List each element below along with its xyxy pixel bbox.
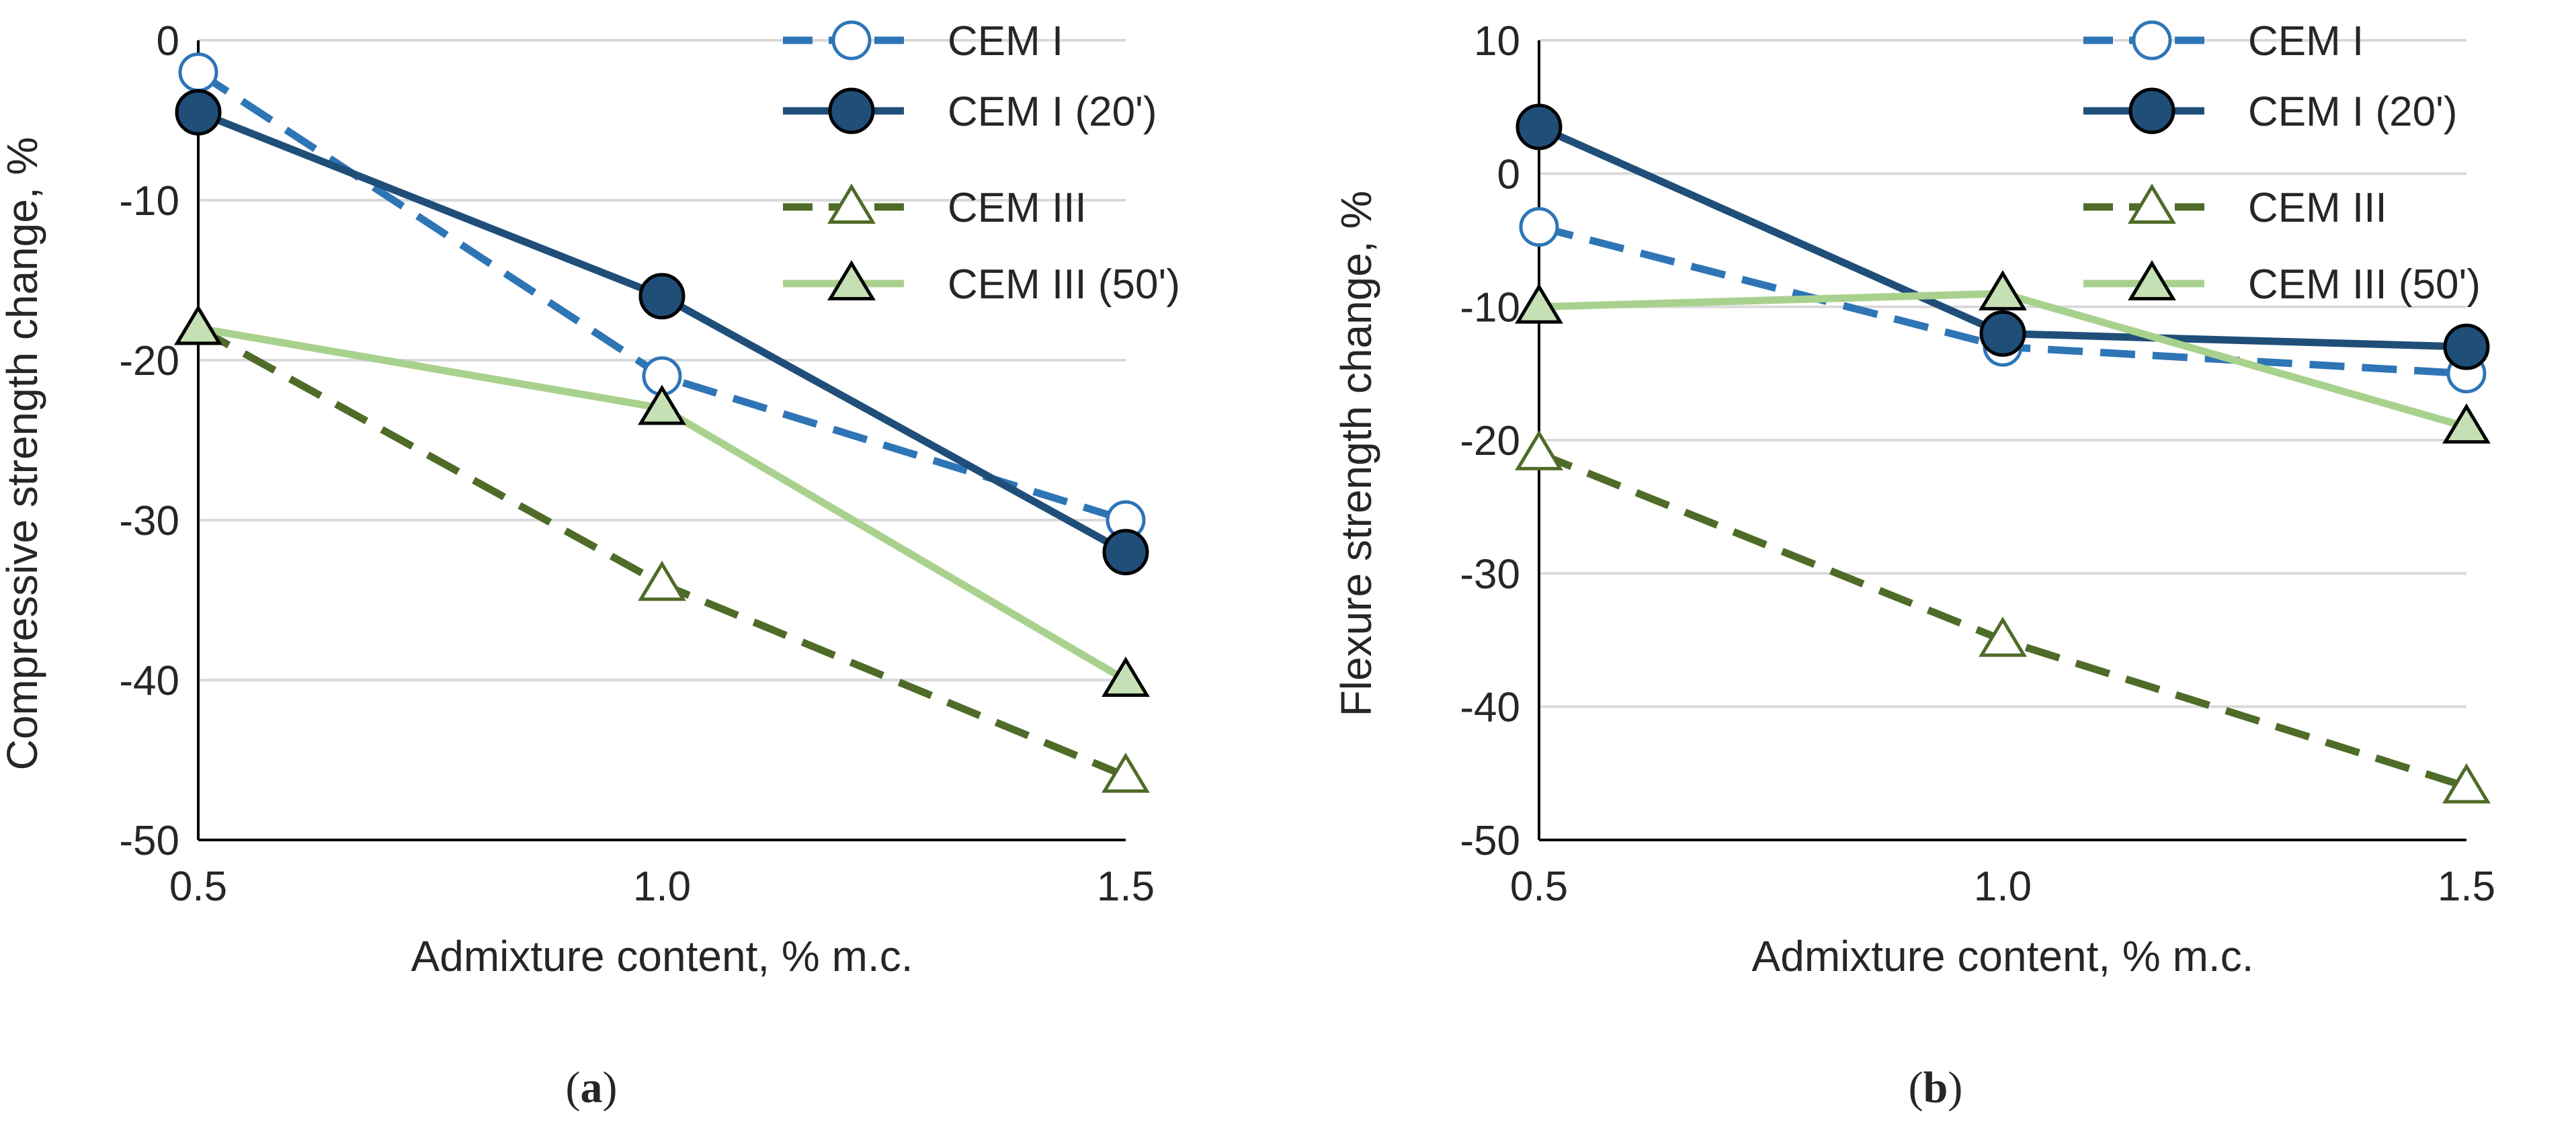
data-point [2442, 763, 2491, 804]
x-tick-label: 1.5 [1097, 863, 1155, 910]
legend-marker [827, 183, 876, 224]
y-axis-title: Flexure strength change, % [1332, 191, 1380, 717]
y-tick-label: -20 [119, 338, 179, 384]
y-tick-label: -40 [1460, 685, 1520, 731]
legend-label: CEM III (50') [948, 261, 1180, 308]
y-tick-label: 10 [1474, 18, 1520, 65]
series-line [196, 108, 1128, 556]
legend-label: CEM I [2248, 18, 2364, 65]
legend-label: CEM III [2248, 185, 2387, 231]
legend-marker [2128, 260, 2176, 300]
data-point [1515, 103, 1563, 151]
data-point [1979, 616, 2027, 657]
data-point [2442, 403, 2491, 444]
y-tick-label: -10 [1460, 285, 1520, 331]
panel-a: 0 -10 -20 -30 -40 -500.5 1.0 1.5 Admixture conte… [0, 18, 1180, 1112]
data-point [638, 560, 686, 601]
data-point [175, 89, 222, 136]
x-tick-label: 1.0 [633, 863, 691, 910]
panel-caption: (b) [1909, 1063, 1963, 1112]
data-point [1102, 529, 1149, 576]
y-tick-label: -30 [1460, 551, 1520, 597]
data-point [638, 384, 686, 425]
legend-marker [2128, 87, 2175, 134]
y-axis-title: Compressive strength change, % [0, 137, 46, 771]
legend-marker [828, 87, 875, 134]
y-tick-label: 0 [157, 18, 179, 65]
y-tick-label: -40 [119, 658, 179, 704]
data-point [1979, 310, 2026, 357]
data-point [2443, 323, 2490, 370]
panel-caption: (a) [566, 1063, 618, 1112]
data-point [638, 273, 685, 320]
y-tick-label: -50 [119, 818, 179, 864]
y-tick-label: -30 [119, 498, 179, 544]
legend-label: CEM I [948, 18, 1063, 65]
legend-label: CEM I (20') [948, 89, 1157, 135]
x-axis-title: Admixture content, % m.c. [411, 932, 913, 980]
data-point [1515, 283, 1563, 324]
x-tick-label: 0.5 [169, 863, 227, 910]
x-tick-label: 1.5 [2438, 863, 2495, 910]
y-tick-label: -50 [1460, 818, 1520, 864]
legend-label: CEM I (20') [2248, 89, 2458, 135]
data-point [1979, 269, 2027, 310]
legend-marker [2132, 20, 2172, 60]
panel-b: 10 0 -10 -20 -30 -40 -500.5 1.0 1.5 Admixture con… [1332, 18, 2495, 1112]
data-point [1102, 752, 1150, 793]
data-point [178, 52, 218, 93]
legend-label: CEM III (50') [2248, 261, 2481, 308]
data-point [1515, 429, 1563, 470]
legend-label: CEM III [948, 185, 1087, 231]
x-tick-label: 0.5 [1510, 863, 1568, 910]
legend-marker [831, 20, 872, 60]
data-point [174, 304, 222, 345]
y-tick-label: -10 [119, 178, 179, 224]
legend-marker [827, 260, 876, 300]
y-tick-label: 0 [1497, 151, 1520, 198]
x-tick-label: 1.0 [1974, 863, 2032, 910]
data-point [1519, 207, 1559, 247]
x-axis-title: Admixture content, % m.c. [1752, 932, 2254, 980]
data-point [1102, 657, 1150, 697]
y-tick-label: -20 [1460, 418, 1520, 464]
legend-marker [2128, 183, 2176, 224]
